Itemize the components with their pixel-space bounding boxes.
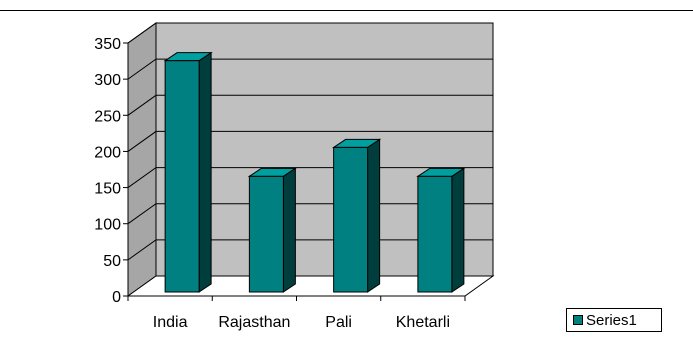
y-tick-label: 300 bbox=[94, 72, 121, 89]
legend-label-series1: Series1 bbox=[586, 311, 637, 329]
gridline bbox=[127, 167, 493, 188]
top-rule bbox=[0, 10, 693, 11]
bar bbox=[416, 167, 466, 293]
legend-swatch-series1 bbox=[573, 315, 583, 325]
y-tick-label: 150 bbox=[94, 181, 121, 198]
bar-front bbox=[164, 60, 200, 293]
bar-front bbox=[333, 146, 369, 293]
x-category-label: Pali bbox=[325, 314, 352, 331]
bar bbox=[331, 138, 382, 293]
bar-side bbox=[451, 167, 465, 293]
bar-side bbox=[198, 51, 212, 293]
gridline bbox=[127, 239, 493, 261]
x-category-label: India bbox=[153, 314, 188, 331]
bar-front bbox=[417, 175, 453, 293]
y-tick-label: 350 bbox=[94, 36, 121, 53]
bar-front bbox=[248, 175, 284, 293]
gridline bbox=[127, 203, 493, 225]
gridline bbox=[127, 130, 493, 152]
bar bbox=[247, 167, 298, 293]
y-tick-label: 200 bbox=[94, 144, 121, 161]
legend: Series1 bbox=[566, 308, 662, 332]
y-tick-label: 100 bbox=[94, 217, 121, 234]
gridline bbox=[127, 94, 493, 116]
side-wall bbox=[127, 22, 157, 297]
bar bbox=[163, 51, 213, 293]
y-tick-label: 0 bbox=[112, 289, 121, 306]
y-tick-label: 250 bbox=[94, 108, 121, 125]
x-category-label: Rajasthan bbox=[218, 314, 290, 331]
gridline bbox=[127, 58, 493, 80]
x-category-label: Khetarli bbox=[396, 314, 450, 331]
gridline bbox=[127, 22, 493, 44]
bar-side bbox=[367, 138, 381, 293]
bar-side bbox=[282, 167, 296, 293]
y-tick-label: 50 bbox=[103, 253, 121, 270]
